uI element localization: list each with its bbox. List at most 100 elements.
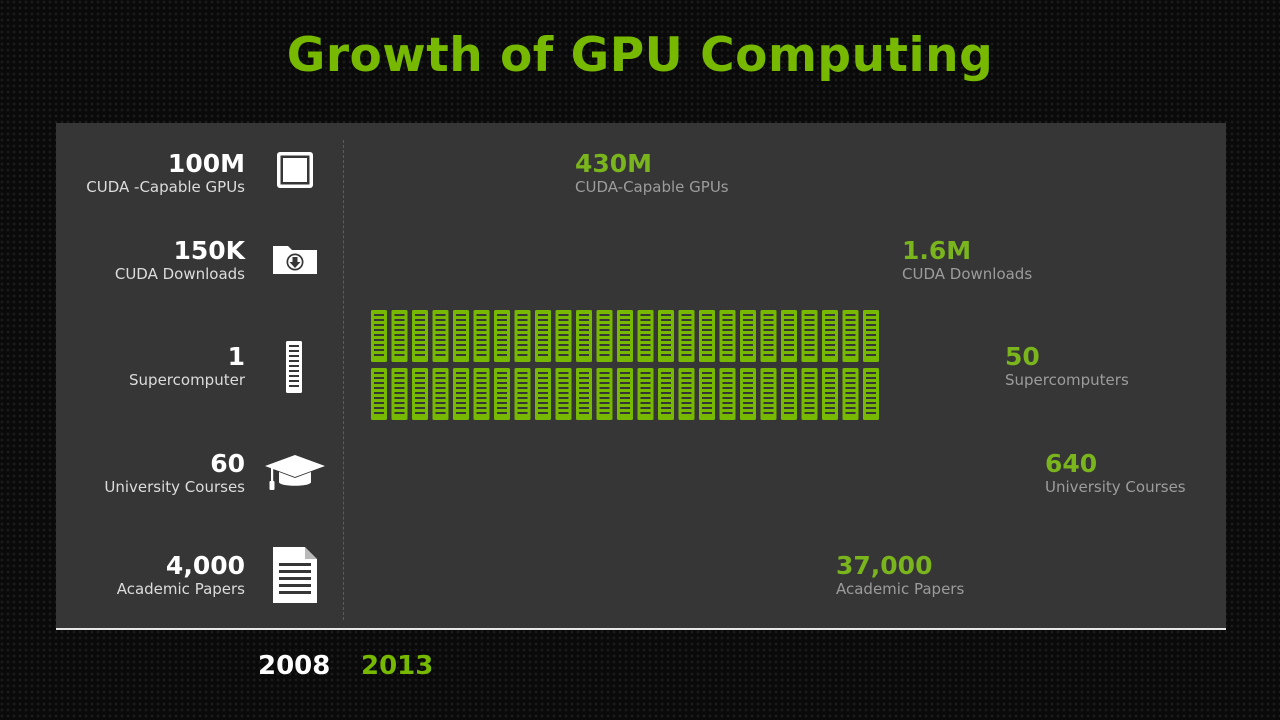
document-icon-7 — [702, 547, 747, 603]
server-rack-icon-6 — [494, 310, 510, 362]
server-rack-icon-38 — [637, 368, 654, 420]
download-folder-icon-3 — [513, 246, 558, 274]
row-4-caption: Academic Papers — [116, 580, 245, 598]
row-0-2008-value: 100M — [167, 149, 245, 178]
server-rack-icon-18 — [740, 310, 756, 362]
row-0-2013-label: 430M CUDA-Capable GPUs — [575, 150, 729, 197]
chart-title: Growth of GPU Computing — [286, 28, 994, 83]
server-rack-icon-40 — [678, 368, 695, 420]
row-3-2008-label: 60 University Courses — [104, 449, 245, 497]
row-4-2013-caption: Academic Papers — [836, 580, 965, 598]
document-icon — [273, 547, 317, 603]
graduation-cap-icon-5 — [678, 455, 738, 490]
download-folder-icon-4 — [561, 246, 606, 274]
download-folder-icon-6 — [656, 246, 701, 274]
server-rack-icon-12 — [617, 310, 633, 362]
server-rack-icon-26 — [391, 368, 408, 420]
row-2-2008-value: 1 — [227, 342, 245, 371]
server-rack-icon-21 — [801, 310, 818, 362]
server-rack-icon-0 — [371, 310, 387, 362]
gpu-chip-icon-1 — [414, 153, 450, 189]
server-rack-icon-9 — [555, 310, 572, 362]
server-rack-icon-32 — [514, 368, 531, 420]
document-icon-9 — [796, 547, 808, 603]
server-rack-icon-35 — [576, 368, 592, 420]
server-rack-icon-5 — [473, 310, 490, 362]
download-folder-icon-2 — [466, 246, 511, 274]
server-rack-icon-29 — [453, 368, 469, 420]
server-rack-icon-10 — [576, 310, 592, 362]
row-1-2008-label: 150K CUDA Downloads — [114, 237, 245, 284]
server-rack-icon — [286, 341, 302, 393]
download-folder-icon-8 — [751, 246, 796, 274]
chart-baseline — [56, 628, 1226, 630]
server-rack-icon-47 — [822, 368, 838, 420]
year-label-2008: 2008 — [258, 651, 331, 681]
server-rack-icon-20 — [781, 310, 797, 362]
server-rack-icon-16 — [699, 310, 715, 362]
server-rack-icon-28 — [432, 368, 449, 420]
server-rack-icon-24 — [863, 310, 879, 362]
period-divider — [343, 140, 344, 620]
server-rack-icon-49 — [863, 368, 879, 420]
download-folder-icon-5 — [609, 246, 653, 274]
server-rack-icon-45 — [781, 368, 797, 420]
server-rack-icon-23 — [842, 310, 859, 362]
server-rack-icon-11 — [596, 310, 613, 362]
server-rack-icon-44 — [760, 368, 777, 420]
server-rack-icon-15 — [678, 310, 695, 362]
server-rack-icon-41 — [699, 368, 715, 420]
row-1-2013-caption: CUDA Downloads — [902, 265, 1033, 283]
row-3-2013-caption: University Courses — [1045, 478, 1186, 496]
server-rack-icon-37 — [617, 368, 633, 420]
graduation-cap-icon-2 — [494, 455, 555, 490]
server-rack-icon-25 — [371, 368, 387, 420]
server-rack-icon-31 — [494, 368, 510, 420]
document-icon-6 — [654, 547, 699, 603]
row-1-2013-value: 1.6M — [902, 236, 972, 265]
row-3-2013-value: 640 — [1045, 449, 1098, 478]
gpu-chip-icon-2 — [456, 153, 492, 189]
graduation-cap-icon — [265, 455, 325, 490]
row-0-2013-caption: CUDA-Capable GPUs — [575, 178, 729, 196]
server-rack-icon-17 — [719, 310, 736, 362]
gpu-chip-icon — [277, 152, 313, 188]
server-rack-icon-13 — [637, 310, 654, 362]
document-icon-8 — [749, 547, 794, 603]
row-4-2008-value: 4,000 — [165, 551, 245, 580]
server-rack-icon-27 — [412, 368, 428, 420]
download-folder-icon-1 — [418, 246, 463, 274]
download-folder-icon-7 — [704, 246, 749, 274]
graduation-cap-icon-4 — [616, 455, 677, 490]
row-0-2008-label: 100M CUDA -Capable GPUs — [86, 149, 245, 197]
row-1-caption: CUDA Downloads — [114, 265, 245, 283]
row-2-2008-label: 1 Supercomputer — [129, 342, 245, 390]
server-rack-icon-8 — [535, 310, 551, 362]
gpu-chip-icon-4 — [540, 153, 549, 189]
row-3-2013-label: 640 University Courses — [1045, 449, 1186, 497]
server-rack-icon-7 — [514, 310, 531, 362]
graduation-cap-icon-10 — [984, 455, 1020, 490]
graduation-cap-icon-9 — [922, 455, 983, 490]
row-2-2013-label: 50 Supercomputers — [1005, 343, 1129, 390]
graduation-cap-icon-1 — [433, 455, 494, 490]
server-rack-icon-22 — [822, 310, 838, 362]
row-2-2013-caption: Supercomputers — [1005, 371, 1129, 389]
server-rack-icon-19 — [760, 310, 777, 362]
document-icon-4 — [560, 547, 605, 603]
download-folder-icon-0 — [371, 246, 415, 274]
graduation-cap-icon-0 — [372, 455, 432, 490]
graduation-cap-icon-3 — [555, 455, 616, 490]
server-rack-icon-36 — [596, 368, 613, 420]
row-3-2008-value: 60 — [210, 449, 245, 478]
row-3-caption: University Courses — [104, 478, 245, 496]
gpu-chip-icon-0 — [372, 153, 408, 189]
year-label-2013: 2013 — [361, 651, 434, 681]
download-folder-icon — [273, 246, 317, 274]
row-4-2013-value: 37,000 — [836, 551, 933, 580]
server-rack-icon-1 — [391, 310, 408, 362]
graduation-cap-icon-7 — [800, 455, 861, 490]
server-rack-icon-34 — [555, 368, 572, 420]
row-4-2008-label: 4,000 Academic Papers — [116, 551, 245, 599]
